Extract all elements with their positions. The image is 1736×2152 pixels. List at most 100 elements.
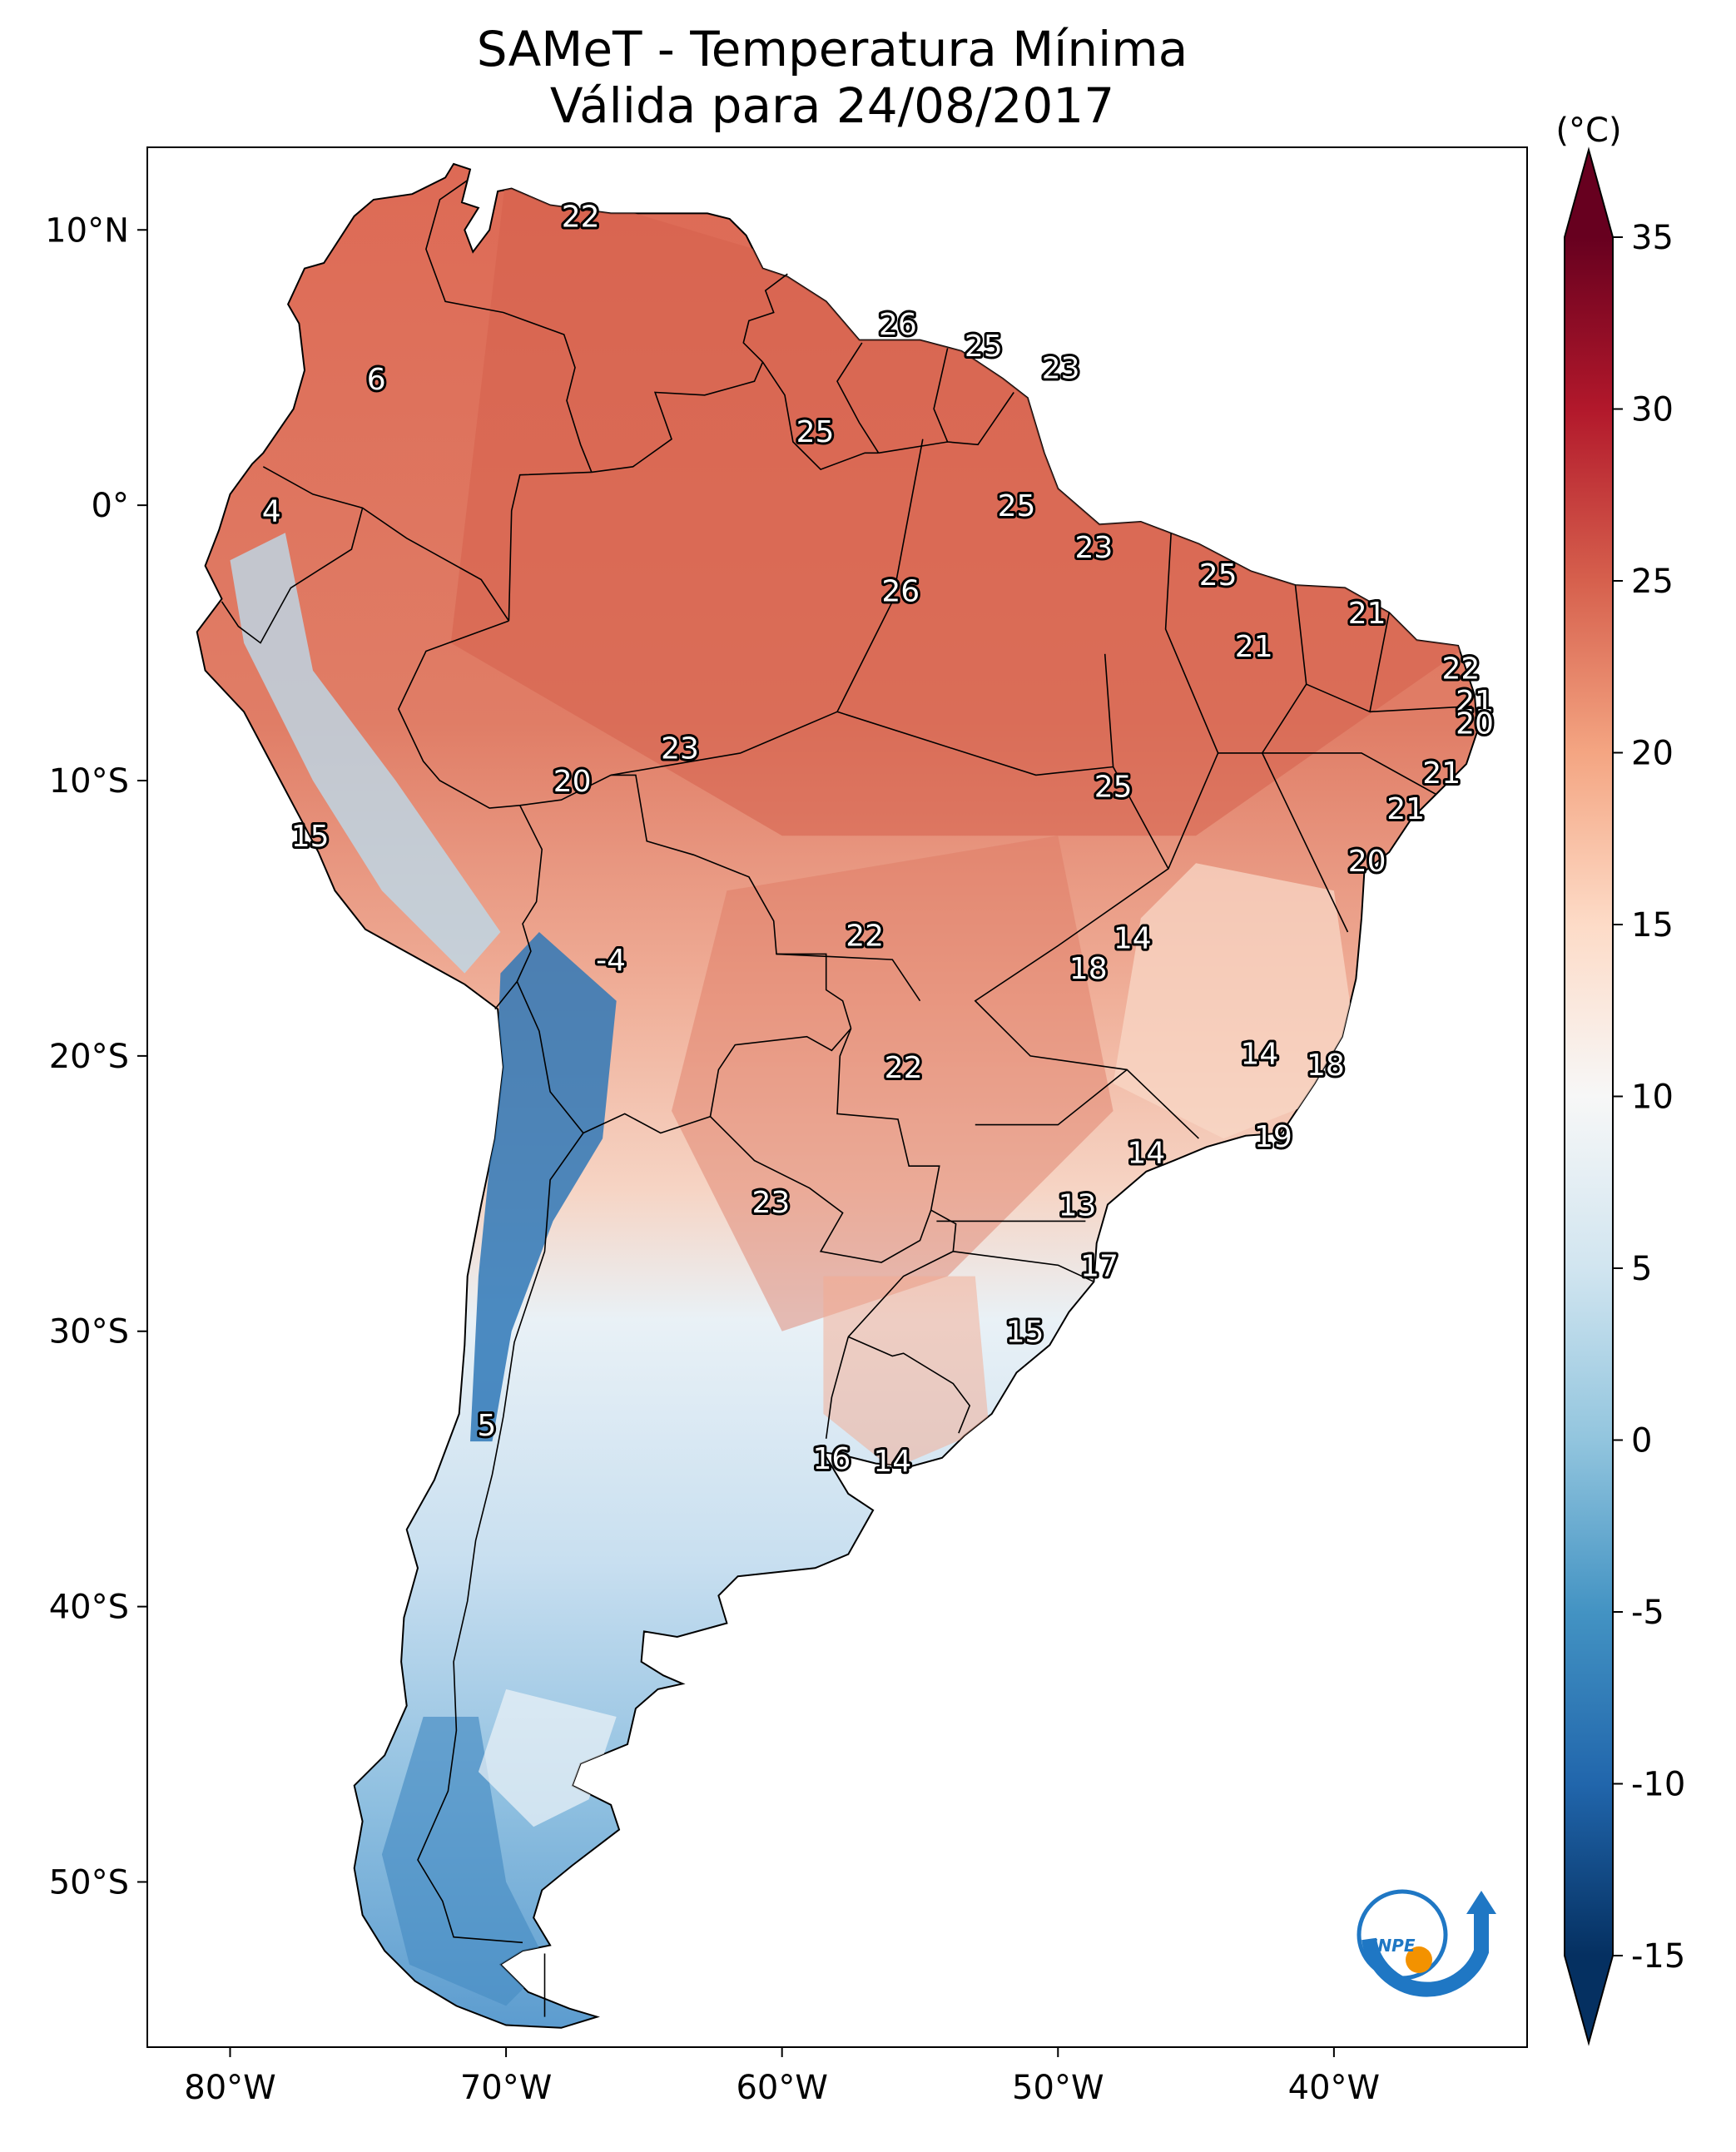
temperature-label: 22 xyxy=(846,919,884,953)
lat-tick-label: 30°S xyxy=(49,1313,129,1351)
temperature-label: 23 xyxy=(1042,352,1080,386)
temperature-label: 14 xyxy=(1240,1038,1278,1072)
logo-dot xyxy=(1406,1946,1432,1973)
border-ecuador-peru xyxy=(221,508,364,644)
colorbar-ticks: 35 30 25 20 15 10 5 0 -5 -10 -15 xyxy=(1613,219,1685,1976)
border-uruguay-brazil xyxy=(847,1336,971,1434)
brazil-states-4 xyxy=(836,439,924,712)
border-colombia-venezuela xyxy=(425,180,593,473)
temperature-label: 21 xyxy=(1348,597,1386,631)
temperature-label: 21 xyxy=(1422,756,1461,791)
brazil-states-13 xyxy=(1369,705,1472,713)
temperature-label: 14 xyxy=(1114,922,1152,956)
border-suriname-guiana xyxy=(933,348,949,443)
temperature-label: 19 xyxy=(1254,1120,1292,1154)
map-subtitle: Válida para 24/08/2017 xyxy=(549,77,1115,134)
colorbar-tick-label: -15 xyxy=(1631,1937,1685,1976)
temperature-label: 5 xyxy=(477,1409,496,1443)
border-paraguay-brazil xyxy=(836,1028,940,1211)
lat-tick-label: 50°S xyxy=(49,1863,129,1902)
temperature-label: -4 xyxy=(596,944,626,978)
andes-north-cold-overlay xyxy=(230,533,501,974)
border-venezuela-brazil xyxy=(591,361,764,474)
colorbar-tick-label: 25 xyxy=(1631,563,1674,601)
border-peru-brazil xyxy=(397,620,520,809)
lat-tick-label: 10°S xyxy=(49,762,129,801)
temperature-label: 14 xyxy=(873,1445,911,1479)
temperature-label: 6 xyxy=(367,363,386,397)
temperature-label: 25 xyxy=(998,489,1036,523)
colorbar-unit: (°C) xyxy=(1555,112,1621,150)
border-bolivia-paraguay xyxy=(709,1028,852,1117)
temperature-label: 26 xyxy=(881,575,920,609)
temperature-label: 18 xyxy=(1307,1049,1345,1083)
brazil-states-11 xyxy=(953,1251,1094,1282)
temperature-label: 14 xyxy=(1127,1137,1165,1171)
brazil-states-3 xyxy=(836,711,1114,776)
colorbar-tick-label: 5 xyxy=(1631,1250,1652,1288)
border-guyana-suriname xyxy=(836,342,880,454)
country-state-borders xyxy=(221,180,1472,2017)
temperature-label: 13 xyxy=(1059,1189,1097,1223)
temperature-label: 15 xyxy=(1006,1316,1044,1350)
border-peru-bolivia xyxy=(516,805,543,982)
temperature-label: 21 xyxy=(1456,685,1494,719)
brazil-states-9 xyxy=(975,1069,1128,1126)
border-colombia-peru-ecuador xyxy=(262,466,510,622)
temperature-overlays xyxy=(230,175,1472,2006)
temperature-label: 21 xyxy=(1386,792,1425,826)
temperature-label: 25 xyxy=(965,330,1003,364)
colorbar-tick-label: -10 xyxy=(1631,1766,1685,1804)
patagonia-plateau-overlay xyxy=(478,1688,617,1827)
temperature-label: 17 xyxy=(1080,1249,1118,1283)
lon-tick-label: 80°W xyxy=(184,2069,275,2107)
temperature-label: 16 xyxy=(812,1442,851,1476)
temperature-label: 23 xyxy=(752,1186,791,1220)
border-colombia-brazil xyxy=(508,471,592,622)
map-title: SAMeT - Temperatura Mínima xyxy=(476,21,1188,77)
inpe-logo: INPE xyxy=(1357,1889,1496,1997)
colorbar-tick-label: 35 xyxy=(1631,219,1674,257)
colorbar-extend-low xyxy=(1565,1956,1613,2043)
colorbar-body xyxy=(1565,237,1613,1956)
temperature-label: 22 xyxy=(562,201,600,235)
temperature-label: 25 xyxy=(1094,771,1133,805)
colorbar-tick-label: 0 xyxy=(1631,1422,1652,1460)
logo-text: INPE xyxy=(1371,1936,1416,1956)
temperature-label: 22 xyxy=(1442,652,1481,686)
logo-arrow-icon xyxy=(1466,1891,1496,1914)
temperature-label: 22 xyxy=(885,1051,923,1085)
temperature-label: 25 xyxy=(1199,558,1238,593)
border-guiana-brazil xyxy=(878,392,1014,454)
andes-cold-overlay xyxy=(470,932,617,1442)
brazil-states-2 xyxy=(610,711,838,776)
temperature-label: 18 xyxy=(1069,952,1108,986)
temperature-label: 20 xyxy=(1348,845,1386,879)
warm-north-overlay xyxy=(450,175,1472,836)
map-frame xyxy=(146,146,1528,2048)
lon-tick-label: 60°W xyxy=(736,2069,827,2107)
lat-tick-label: 40°S xyxy=(49,1589,129,1627)
colorbar: (°C) 35 30 25 20 15 10 5 0 -5 -10 -15 xyxy=(1555,112,1685,2046)
border-chile-argentina xyxy=(417,1133,584,1944)
brazil-states-6 xyxy=(1164,533,1219,870)
colorbar-extend-high xyxy=(1565,150,1613,237)
logo-arc xyxy=(1362,1910,1489,1997)
brazil-states-1 xyxy=(974,653,1199,1139)
temperature-label: 25 xyxy=(796,415,835,449)
uruguay-warm-overlay xyxy=(823,1276,990,1470)
temperature-label: 26 xyxy=(879,308,917,342)
temperature-label: 15 xyxy=(291,820,330,854)
colorbar-tick-label: -5 xyxy=(1631,1594,1664,1632)
brazil-states-7 xyxy=(1261,585,1349,933)
temperature-label: 20 xyxy=(553,765,592,799)
mild-southeast-overlay xyxy=(1113,863,1362,1139)
axis-ticks: 80°W 70°W 60°W 50°W 40°W 10°N 0° 10°S 20°S 30°S 40… xyxy=(45,211,1380,2107)
border-guyana-brazil xyxy=(761,361,879,471)
temperature-label: 23 xyxy=(661,731,699,766)
map-area xyxy=(147,147,1527,2047)
border-venezuela-guyana xyxy=(742,273,788,363)
brazil-states-8 xyxy=(1218,752,1436,796)
